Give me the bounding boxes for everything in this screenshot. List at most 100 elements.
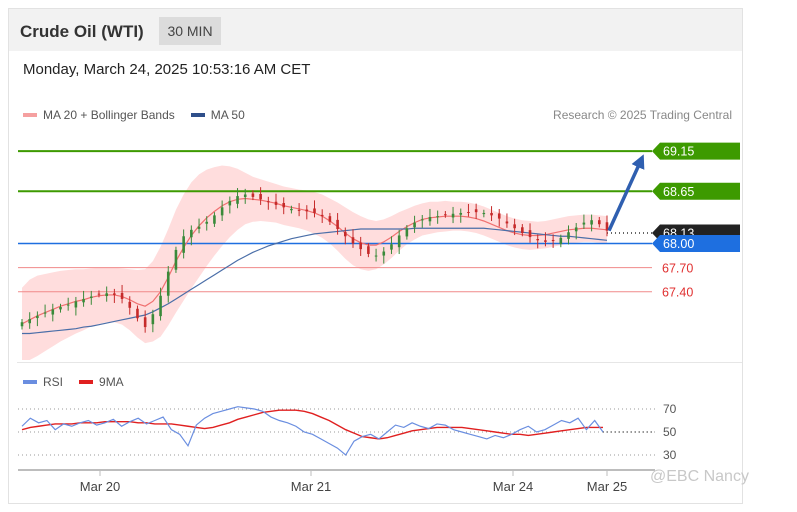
candle-body bbox=[82, 298, 85, 303]
candle-body bbox=[574, 227, 578, 232]
level-label-67.70: 67.70 bbox=[662, 262, 693, 276]
candle-body bbox=[128, 301, 132, 308]
candle-body bbox=[274, 201, 278, 205]
candle-body bbox=[197, 226, 201, 229]
candle-body bbox=[282, 203, 286, 208]
candle-body bbox=[521, 227, 524, 234]
rsi-tick-70: 70 bbox=[663, 402, 677, 416]
ma50-line bbox=[22, 227, 608, 335]
candle-body bbox=[305, 209, 309, 212]
candle-body bbox=[490, 212, 493, 216]
candle-body bbox=[474, 209, 478, 213]
candle-body bbox=[343, 231, 347, 237]
candle-body bbox=[351, 237, 355, 244]
level-tag-label-69.15: 69.15 bbox=[663, 145, 694, 159]
bollinger-band bbox=[22, 165, 607, 361]
candle-body bbox=[551, 239, 555, 242]
rsi-legend: RSI 9MA bbox=[23, 375, 124, 389]
candle-body bbox=[451, 213, 455, 218]
rsi-line bbox=[21, 406, 604, 456]
candle-body bbox=[205, 221, 209, 224]
candle-body bbox=[213, 215, 216, 224]
candle-body bbox=[159, 295, 162, 317]
candle-body bbox=[120, 293, 124, 299]
ma9-swatch bbox=[79, 380, 94, 384]
panel-divider bbox=[17, 362, 742, 363]
level-tag-label-68.65: 68.65 bbox=[663, 185, 694, 199]
candle-body bbox=[536, 239, 540, 241]
candle-body bbox=[43, 312, 47, 314]
candle-body bbox=[105, 293, 108, 297]
candle-body bbox=[74, 301, 78, 308]
timestamp: Monday, March 24, 2025 10:53:16 AM CET bbox=[23, 61, 311, 78]
candle-body bbox=[505, 221, 509, 224]
candle-body bbox=[113, 293, 116, 295]
rsi-tick-30: 30 bbox=[663, 448, 677, 462]
candle-body bbox=[243, 194, 247, 198]
price-legend: MA 20 + Bollinger Bands MA 50 bbox=[23, 108, 245, 122]
candle-body bbox=[182, 236, 185, 253]
instrument-title: Crude Oil (WTI) bbox=[20, 22, 144, 41]
x-label: Mar 20 bbox=[80, 479, 120, 494]
candle-body bbox=[97, 293, 101, 295]
x-label: Mar 24 bbox=[493, 479, 533, 494]
candle-body bbox=[220, 207, 224, 216]
candle-body bbox=[459, 212, 463, 215]
chart-header: Crude Oil (WTI) 30 MIN bbox=[9, 9, 742, 51]
candle-body bbox=[89, 296, 93, 298]
copyright: Research © 2025 Trading Central bbox=[553, 108, 732, 122]
candle-body bbox=[444, 214, 447, 216]
x-label: Mar 21 bbox=[291, 479, 331, 494]
candle-body bbox=[513, 224, 516, 229]
ma9-line bbox=[21, 409, 603, 440]
candle-body bbox=[374, 255, 378, 257]
candle-body bbox=[136, 308, 139, 319]
candle-body bbox=[228, 200, 232, 206]
candle-body bbox=[367, 246, 370, 254]
watermark: @EBC Nancy bbox=[650, 468, 749, 485]
candle-body bbox=[436, 216, 439, 218]
candle-body bbox=[497, 213, 501, 219]
candle-body bbox=[559, 237, 563, 244]
candle-body bbox=[51, 309, 55, 315]
candle-body bbox=[482, 212, 486, 215]
candle-body bbox=[267, 201, 270, 203]
candle-body bbox=[397, 235, 401, 248]
candle-body bbox=[166, 271, 170, 296]
candle-body bbox=[598, 220, 601, 225]
candle-body bbox=[290, 208, 293, 211]
candle-body bbox=[390, 244, 393, 250]
timeframe-badge[interactable]: 30 MIN bbox=[159, 17, 221, 45]
candle-body bbox=[20, 322, 24, 327]
candle-body bbox=[259, 194, 262, 200]
candle-body bbox=[582, 222, 586, 225]
x-label: Mar 25 bbox=[587, 479, 627, 494]
candle-body bbox=[151, 314, 155, 325]
candle-body bbox=[420, 219, 424, 221]
candle-body bbox=[328, 216, 332, 222]
candle-body bbox=[382, 251, 386, 256]
candle-body bbox=[313, 208, 316, 213]
candle-body bbox=[320, 214, 324, 217]
candle-body bbox=[174, 249, 178, 270]
candle-body bbox=[236, 196, 239, 204]
legend-ma20: MA 20 + Bollinger Bands bbox=[43, 108, 175, 122]
legend-ma50: MA 50 bbox=[210, 108, 245, 122]
candle-body bbox=[544, 240, 547, 242]
legend-rsi: RSI bbox=[43, 375, 64, 389]
candle-body bbox=[251, 193, 255, 197]
level-tag-69.15 bbox=[652, 142, 740, 160]
candle-body bbox=[590, 220, 593, 225]
level-label-67.40: 67.40 bbox=[662, 286, 693, 300]
candle-body bbox=[297, 209, 301, 211]
rsi-tick-50: 50 bbox=[663, 425, 677, 439]
candle-body bbox=[467, 212, 470, 213]
candle-body bbox=[36, 315, 39, 319]
candle-body bbox=[413, 222, 416, 228]
candle-body bbox=[528, 230, 532, 238]
ma20-swatch bbox=[23, 113, 37, 117]
candle-body bbox=[359, 242, 362, 250]
forecast-arrow bbox=[607, 154, 645, 232]
candle-body bbox=[28, 319, 31, 324]
candle-body bbox=[567, 232, 570, 239]
